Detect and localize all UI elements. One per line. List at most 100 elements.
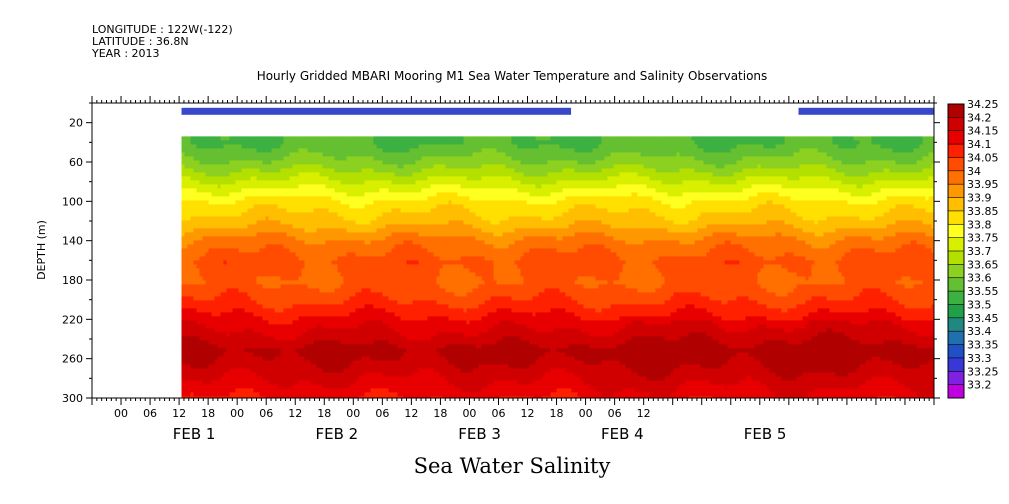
salinity-cell (376, 288, 381, 293)
salinity-cell (229, 368, 234, 373)
salinity-cell (190, 180, 195, 185)
salinity-cell (310, 196, 315, 201)
salinity-cell (310, 256, 315, 261)
salinity-cell (193, 352, 198, 357)
salinity-cell (406, 184, 411, 189)
salinity-cell (313, 284, 318, 289)
salinity-cell (400, 284, 405, 289)
salinity-cell (253, 148, 258, 153)
salinity-cell (376, 292, 381, 297)
salinity-cell (406, 276, 411, 281)
salinity-cell (361, 360, 366, 365)
salinity-cell (256, 184, 261, 189)
salinity-cell (289, 284, 294, 289)
salinity-cell (235, 184, 240, 189)
salinity-cell (397, 308, 402, 313)
salinity-cell (262, 396, 267, 398)
salinity-cell (253, 352, 258, 357)
salinity-cell (289, 292, 294, 297)
salinity-cell (355, 320, 360, 325)
salinity-cell (202, 320, 207, 325)
salinity-cell (232, 188, 237, 193)
salinity-cell (403, 176, 408, 181)
salinity-cell (217, 248, 222, 253)
salinity-cell (187, 180, 192, 185)
salinity-cell (349, 300, 354, 305)
salinity-cell (283, 208, 288, 213)
salinity-cell (349, 160, 354, 165)
salinity-cell (388, 216, 393, 221)
salinity-cell (325, 324, 330, 329)
salinity-cell (307, 312, 312, 317)
salinity-cell (193, 376, 198, 381)
salinity-cell (262, 172, 267, 177)
salinity-cell (331, 324, 336, 329)
salinity-cell (250, 276, 255, 281)
salinity-cell (385, 256, 390, 261)
salinity-cell (370, 140, 375, 145)
salinity-cell (301, 292, 306, 297)
salinity-cell (394, 240, 399, 245)
salinity-cell (334, 276, 339, 281)
salinity-cell (337, 304, 342, 309)
salinity-cell (379, 316, 384, 321)
salinity-cell (265, 328, 270, 333)
salinity-cell (304, 272, 309, 277)
salinity-cell (382, 388, 387, 393)
salinity-cell (406, 200, 411, 205)
salinity-cell (280, 352, 285, 357)
salinity-cell (262, 340, 267, 345)
salinity-cell (394, 176, 399, 181)
salinity-cell (331, 240, 336, 245)
salinity-cell (229, 136, 234, 141)
salinity-cell (346, 372, 351, 377)
salinity-cell (277, 260, 282, 265)
salinity-cell (232, 204, 237, 209)
salinity-cell (199, 356, 204, 361)
salinity-cell (208, 152, 213, 157)
salinity-cell (283, 168, 288, 173)
salinity-cell (295, 280, 300, 285)
salinity-cell (202, 336, 207, 341)
salinity-cell (352, 160, 357, 165)
salinity-cell (247, 324, 252, 329)
salinity-cell (373, 352, 378, 357)
salinity-cell (286, 388, 291, 393)
salinity-cell (259, 152, 264, 157)
salinity-cell (223, 324, 228, 329)
salinity-cell (331, 264, 336, 269)
salinity-cell (268, 216, 273, 221)
salinity-cell (364, 312, 369, 317)
salinity-cell (295, 180, 300, 185)
salinity-cell (322, 284, 327, 289)
salinity-cell (367, 212, 372, 217)
salinity-cell (355, 228, 360, 233)
salinity-cell (229, 348, 234, 353)
salinity-cell (367, 164, 372, 169)
salinity-cell (193, 340, 198, 345)
salinity-cell (295, 356, 300, 361)
salinity-cell (277, 336, 282, 341)
salinity-cell (202, 396, 207, 398)
salinity-cell (217, 308, 222, 313)
salinity-cell (310, 344, 315, 349)
salinity-cell (217, 272, 222, 277)
salinity-cell (286, 288, 291, 293)
salinity-cell (199, 388, 204, 393)
salinity-cell (367, 320, 372, 325)
salinity-cell (346, 260, 351, 265)
salinity-cell (382, 244, 387, 249)
salinity-cell (187, 368, 192, 373)
salinity-cell (349, 312, 354, 317)
salinity-cell (334, 392, 339, 397)
salinity-cell (277, 264, 282, 269)
salinity-cell (241, 184, 246, 189)
salinity-cell (367, 364, 372, 369)
salinity-cell (310, 168, 315, 173)
salinity-cell (265, 336, 270, 341)
salinity-cell (223, 328, 228, 333)
salinity-cell (190, 388, 195, 393)
salinity-cell (253, 308, 258, 313)
salinity-cell (226, 288, 231, 293)
salinity-cell (202, 196, 207, 201)
